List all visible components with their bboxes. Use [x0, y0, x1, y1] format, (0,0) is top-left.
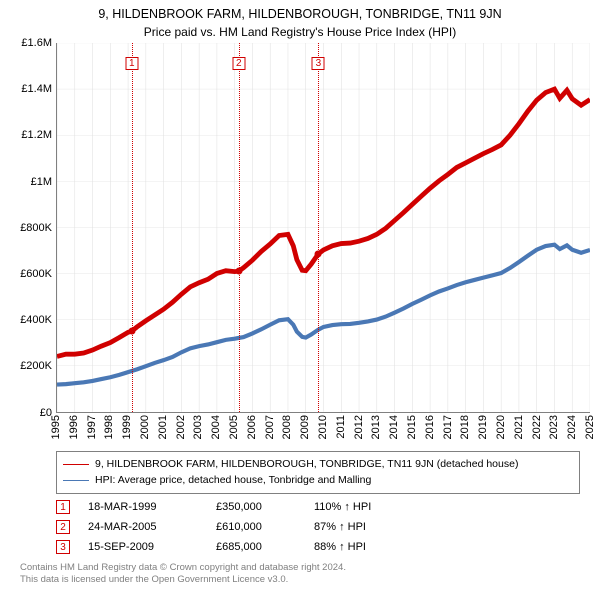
- x-tick-label: 2024: [566, 415, 578, 439]
- y-tick-label: £1.2M: [21, 129, 52, 141]
- y-tick-label: £1.4M: [21, 83, 52, 95]
- x-tick-label: 2010: [317, 415, 329, 439]
- chart-svg: [57, 43, 590, 412]
- x-tick-label: 2007: [264, 415, 276, 439]
- x-tick-label: 1999: [121, 415, 133, 439]
- x-tick-label: 2006: [246, 415, 258, 439]
- chart-title: 9, HILDENBROOK FARM, HILDENBOROUGH, TONB…: [10, 6, 590, 23]
- marker-date: 15-SEP-2009: [88, 541, 198, 553]
- x-axis-labels: 1995199619971998199920002001200220032004…: [56, 413, 590, 447]
- legend-swatch: [63, 464, 89, 465]
- y-tick-label: £800K: [20, 222, 52, 234]
- x-tick-label: 2002: [175, 415, 187, 439]
- marker-row: 3 15-SEP-2009 £685,000 88% ↑ HPI: [56, 540, 580, 554]
- x-tick-label: 2020: [495, 415, 507, 439]
- x-tick-label: 2014: [388, 415, 400, 439]
- x-tick-label: 1998: [103, 415, 115, 439]
- chart-subtitle: Price paid vs. HM Land Registry's House …: [10, 25, 590, 39]
- footer-attribution: Contains HM Land Registry data © Crown c…: [20, 562, 580, 586]
- x-tick-label: 1997: [86, 415, 98, 439]
- marker-price: £350,000: [216, 501, 296, 513]
- x-tick-label: 2000: [139, 415, 151, 439]
- legend-entry: 9, HILDENBROOK FARM, HILDENBOROUGH, TONB…: [63, 456, 573, 473]
- x-tick-label: 2012: [353, 415, 365, 439]
- x-tick-label: 2018: [459, 415, 471, 439]
- legend-swatch: [63, 480, 89, 481]
- legend-label: HPI: Average price, detached house, Tonb…: [95, 472, 371, 489]
- legend-entry: HPI: Average price, detached house, Tonb…: [63, 472, 573, 489]
- y-tick-label: £400K: [20, 314, 52, 326]
- x-tick-label: 2015: [406, 415, 418, 439]
- x-tick-label: 2008: [281, 415, 293, 439]
- x-tick-label: 2022: [531, 415, 543, 439]
- x-tick-label: 1995: [50, 415, 62, 439]
- x-tick-label: 2003: [192, 415, 204, 439]
- marker-box: 1: [56, 500, 70, 514]
- marker-price: £685,000: [216, 541, 296, 553]
- y-axis-labels: £0£200K£400K£600K£800K£1M£1.2M£1.4M£1.6M: [10, 43, 56, 413]
- x-tick-label: 2025: [584, 415, 596, 439]
- chart-container: 9, HILDENBROOK FARM, HILDENBOROUGH, TONB…: [0, 0, 600, 590]
- marker-price: £610,000: [216, 521, 296, 533]
- plot-area: 123: [56, 43, 590, 413]
- marker-row: 2 24-MAR-2005 £610,000 87% ↑ HPI: [56, 520, 580, 534]
- x-tick-label: 2011: [335, 415, 347, 439]
- marker-row: 1 18-MAR-1999 £350,000 110% ↑ HPI: [56, 500, 580, 514]
- marker-pct: 110% ↑ HPI: [314, 501, 424, 513]
- footer-line2: This data is licensed under the Open Gov…: [20, 574, 288, 585]
- marker-date: 24-MAR-2005: [88, 521, 198, 533]
- chart-area: £0£200K£400K£600K£800K£1M£1.2M£1.4M£1.6M…: [10, 43, 590, 413]
- marker-date: 18-MAR-1999: [88, 501, 198, 513]
- marker-table: 1 18-MAR-1999 £350,000 110% ↑ HPI 2 24-MAR-20…: [56, 500, 580, 560]
- footer-line1: Contains HM Land Registry data © Crown c…: [20, 562, 346, 573]
- x-tick-label: 2009: [299, 415, 311, 439]
- marker-box: 3: [56, 540, 70, 554]
- legend-label: 9, HILDENBROOK FARM, HILDENBOROUGH, TONB…: [95, 456, 518, 473]
- x-tick-label: 2004: [210, 415, 222, 439]
- marker-box: 2: [56, 520, 70, 534]
- y-tick-label: £200K: [20, 360, 52, 372]
- marker-pct: 87% ↑ HPI: [314, 521, 424, 533]
- x-tick-label: 2017: [442, 415, 454, 439]
- y-tick-label: £1.6M: [21, 37, 52, 49]
- y-tick-label: £600K: [20, 268, 52, 280]
- x-tick-label: 2019: [477, 415, 489, 439]
- x-tick-label: 1996: [68, 415, 80, 439]
- x-tick-label: 2013: [370, 415, 382, 439]
- y-tick-label: £1M: [31, 176, 52, 188]
- x-tick-label: 2021: [513, 415, 525, 439]
- marker-pct: 88% ↑ HPI: [314, 541, 424, 553]
- x-tick-label: 2023: [548, 415, 560, 439]
- legend: 9, HILDENBROOK FARM, HILDENBOROUGH, TONB…: [56, 451, 580, 495]
- x-tick-label: 2016: [424, 415, 436, 439]
- x-tick-label: 2001: [157, 415, 169, 439]
- x-tick-label: 2005: [228, 415, 240, 439]
